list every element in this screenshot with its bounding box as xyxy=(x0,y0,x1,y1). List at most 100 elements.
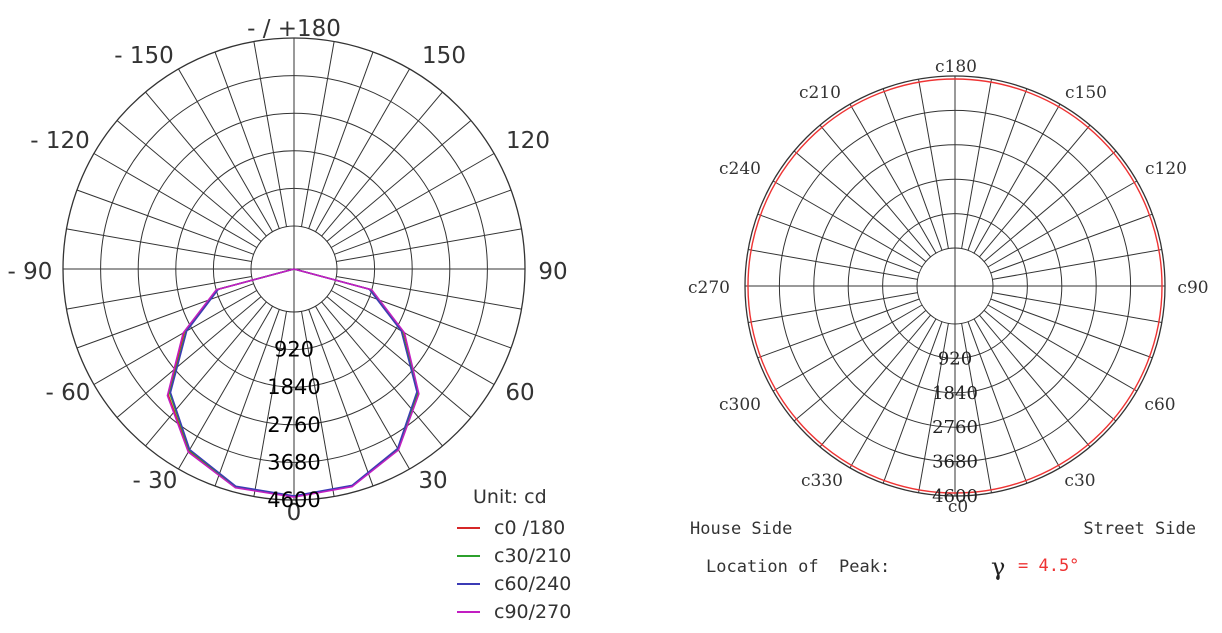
grid-spoke xyxy=(315,68,410,233)
street-side-label: Street Side xyxy=(1083,519,1196,539)
right-intensity-curve xyxy=(747,78,1163,494)
grid-spoke xyxy=(748,292,918,323)
legend-label: c30/210 xyxy=(494,545,571,567)
peak-gamma-symbol: γ xyxy=(991,553,1005,581)
grid-spoke xyxy=(93,290,258,385)
grid-spoke xyxy=(849,318,937,469)
radial-tick-label: 920 xyxy=(274,338,314,362)
angle-label: 0 xyxy=(287,500,302,526)
grid-spoke xyxy=(330,153,495,248)
right-angle-labels: c0 c30 c60 c90 c120 c150 c180 c210 c240 c270 c300 c… xyxy=(688,57,1209,517)
series-line xyxy=(747,78,1163,494)
radial-tick-label: 1840 xyxy=(267,375,320,399)
radial-tick-label: 920 xyxy=(938,348,972,369)
grid-spoke xyxy=(308,51,374,229)
grid-spoke xyxy=(987,180,1138,268)
angle-label: c120 xyxy=(1145,159,1187,179)
grid-spoke xyxy=(961,323,992,493)
radial-tick-label: 3680 xyxy=(932,452,978,473)
grid-spoke xyxy=(973,318,1061,469)
angle-label: - 30 xyxy=(133,468,178,494)
grid-spoke xyxy=(983,310,1117,422)
grid-spoke xyxy=(214,309,280,487)
grid-spoke xyxy=(145,301,267,447)
grid-spoke xyxy=(819,124,931,258)
grid-spoke xyxy=(116,120,262,242)
grid-spoke xyxy=(918,323,949,493)
grid-spoke xyxy=(983,150,1117,262)
radial-tick-label: 1840 xyxy=(932,383,978,404)
grid-spoke xyxy=(793,150,927,262)
right-polar-grid xyxy=(744,75,1166,497)
house-side-label: House Side xyxy=(690,519,792,539)
grid-spoke xyxy=(76,189,254,255)
unit-label: Unit: cd xyxy=(473,486,547,508)
legend-label: c60/240 xyxy=(494,573,571,595)
grid-spoke xyxy=(967,88,1028,251)
grid-spoke xyxy=(93,153,258,248)
radial-tick-label: 2760 xyxy=(267,413,320,437)
grid-spoke xyxy=(66,228,252,263)
angle-label: c300 xyxy=(719,395,761,415)
angle-label: 150 xyxy=(422,43,466,69)
grid-spoke xyxy=(819,314,931,448)
angle-label: 120 xyxy=(506,128,550,154)
grid-spoke xyxy=(992,249,1162,280)
grid-spoke xyxy=(987,304,1138,392)
grid-spoke xyxy=(748,249,918,280)
grid-spoke xyxy=(334,283,512,349)
grid-spoke xyxy=(66,275,252,310)
grid-spoke xyxy=(973,103,1061,254)
left-angle-labels: - / +180 - 150 150 - 120 120 - 90 90 - 60 60 - 30… xyxy=(8,16,568,526)
grid-spoke xyxy=(334,189,512,255)
angle-label: c60 xyxy=(1144,395,1175,415)
angle-label: 60 xyxy=(505,380,534,406)
grid-spoke xyxy=(145,91,267,237)
grid-spoke xyxy=(990,213,1153,274)
angle-label: c330 xyxy=(801,471,843,491)
series-line xyxy=(169,268,418,497)
angle-label: c240 xyxy=(719,159,761,179)
grid-spoke xyxy=(961,79,992,249)
grid-spoke xyxy=(979,314,1091,448)
grid-spoke xyxy=(990,298,1153,359)
peak-gamma-value: = 4.5° xyxy=(1018,556,1079,576)
right-radial-tick-labels: 920 1840 2760 3680 4600 xyxy=(932,348,978,507)
angle-label: c0 xyxy=(948,497,968,517)
vertical-polar-chart: - / +180 - 150 150 - 120 120 - 90 90 - 60 60 - 30… xyxy=(8,16,572,623)
grid-spoke xyxy=(992,292,1162,323)
grid-spoke xyxy=(321,91,443,237)
grid-spoke xyxy=(336,228,522,263)
grid-spoke xyxy=(326,120,472,242)
angle-label: c270 xyxy=(688,278,730,298)
angle-label: c90 xyxy=(1177,278,1208,298)
grid-spoke xyxy=(757,213,920,274)
grid-spoke xyxy=(882,321,943,484)
grid-spoke xyxy=(214,51,280,229)
angle-label: c210 xyxy=(799,83,841,103)
grid-spoke xyxy=(757,298,920,359)
angle-label: c30 xyxy=(1064,471,1095,491)
grid-spoke xyxy=(76,283,254,349)
grid-spoke xyxy=(315,305,410,470)
angle-label: c150 xyxy=(1065,83,1107,103)
angle-label: - 90 xyxy=(8,259,53,285)
radial-tick-label: 2760 xyxy=(932,417,978,438)
grid-spoke xyxy=(321,301,443,447)
grid-spoke xyxy=(326,296,472,418)
angle-label: 90 xyxy=(538,259,567,285)
grid-spoke xyxy=(300,41,335,227)
radial-tick-label: 4600 xyxy=(267,488,320,512)
left-radial-tick-labels: 920 1840 2760 3680 4600 xyxy=(267,338,320,512)
left-legend: Unit: cd c0 /180 c30/210 c60/240 c90/270 xyxy=(457,486,571,623)
angle-label: 30 xyxy=(418,468,447,494)
grid-spoke xyxy=(336,275,522,310)
grid-spoke xyxy=(772,304,923,392)
grid-spoke xyxy=(793,310,927,422)
grid-spoke xyxy=(967,321,1028,484)
grid-spoke xyxy=(178,68,273,233)
angle-label: - 60 xyxy=(46,380,91,406)
grid-spoke xyxy=(979,124,1091,258)
legend-label: c90/270 xyxy=(494,601,571,623)
